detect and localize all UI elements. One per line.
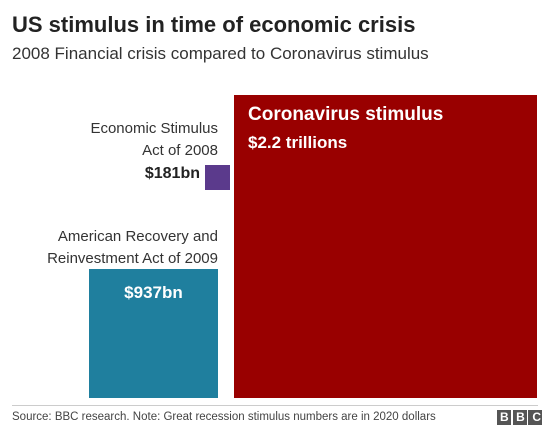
value-label: $2.2 trillions bbox=[248, 133, 348, 152]
category-label: Economic Stimulus Act of 2008 bbox=[90, 120, 218, 159]
square bbox=[205, 165, 230, 190]
value-label: $937bn bbox=[124, 282, 183, 302]
category-label: American Recovery and Reinvestment Act o… bbox=[47, 228, 218, 267]
footer-rule bbox=[12, 405, 538, 406]
square bbox=[234, 95, 537, 398]
chart-subtitle: 2008 Financial crisis compared to Corona… bbox=[12, 44, 429, 63]
square bbox=[88, 268, 218, 398]
value-label: $181bn bbox=[144, 165, 200, 182]
category-label: Coronavirus stimulus bbox=[248, 104, 444, 125]
chart-title: US stimulus in time of economic crisis bbox=[12, 12, 416, 37]
logo: BBC bbox=[500, 410, 549, 424]
logo-boxes bbox=[497, 410, 542, 425]
source-note: Source: BBC research. Note: Great recess… bbox=[12, 411, 436, 423]
